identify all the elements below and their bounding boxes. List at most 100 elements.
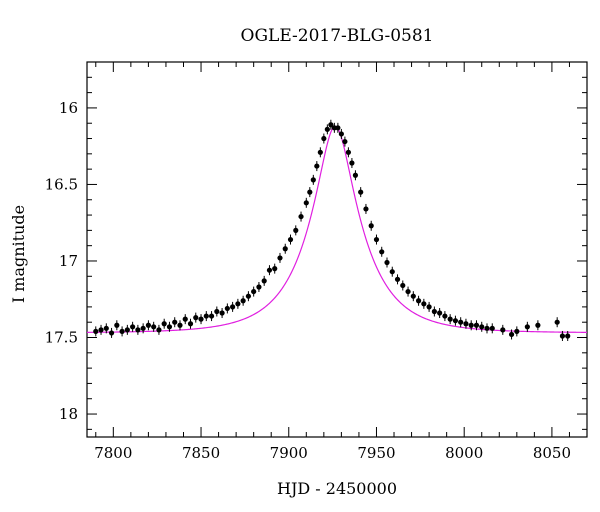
data-point [484,323,490,334]
data-marker [421,301,427,307]
data-marker [203,313,209,319]
data-marker [166,324,173,330]
data-point [473,320,480,331]
model-fit-curve [86,125,587,333]
data-marker [293,227,299,233]
data-point [410,291,416,302]
x-tick-label: 8000 [445,444,483,462]
data-marker [219,310,225,316]
data-marker [161,321,167,327]
data-marker [349,160,355,166]
y-tick-label: 18 [59,405,78,423]
data-marker [394,276,401,282]
data-point [389,266,395,277]
data-point [559,330,566,341]
data-point [182,314,188,325]
data-point [431,306,437,317]
data-marker [405,288,411,295]
data-marker [172,319,178,325]
data-point [363,203,369,214]
data-point [458,317,464,328]
data-marker [240,298,246,304]
data-marker [182,316,188,322]
data-marker [103,325,109,331]
data-point [321,133,327,144]
data-marker [452,318,459,324]
data-point [352,170,359,181]
data-marker [224,305,230,312]
chart-title: OGLE-2017-BLG-0581 [241,26,434,46]
data-marker [298,213,304,220]
y-axis-label: I magnitude [9,205,28,303]
data-marker [524,324,530,330]
data-marker [140,325,146,331]
data-marker [458,319,464,325]
y-tick-label: 17 [59,252,78,270]
data-marker [479,324,485,330]
data-point [130,321,136,332]
data-point [156,324,162,335]
data-marker [373,236,380,243]
y-tick-label: 17.5 [45,329,78,347]
y-tick-label: 16.5 [45,175,78,193]
data-marker [98,327,104,333]
data-marker [463,321,469,327]
data-point [240,295,246,306]
data-point [421,298,427,309]
data-marker [307,189,313,195]
data-marker [500,327,506,333]
data-marker [230,304,236,310]
data-marker [345,149,352,155]
data-marker [379,249,385,255]
data-point [219,308,225,319]
data-point [400,280,406,291]
data-point [384,257,390,268]
data-marker [447,316,453,322]
data-marker [565,333,571,339]
data-marker [151,324,157,330]
data-marker [156,327,162,333]
data-point [266,265,273,276]
data-marker [214,308,220,315]
x-tick-label: 7900 [270,444,308,462]
data-point [256,282,262,292]
data-point [282,243,288,254]
plot-frame [86,61,588,438]
data-marker [484,325,490,331]
data-point [193,312,199,323]
data-marker [324,126,330,132]
data-marker [193,315,199,321]
data-point [447,314,453,325]
data-point [293,225,299,236]
data-marker [559,333,566,339]
x-tick-label: 7950 [357,444,395,462]
data-point [303,197,309,208]
data-point [114,320,120,331]
data-point [358,187,364,198]
axis-tick-labels: 7800 7850 7900 7950 8000 8050 16 16.5 17 17.5 18 [45,99,571,462]
data-point [208,311,215,322]
data-marker [272,266,278,272]
data-marker [363,206,369,212]
data-marker [245,293,252,299]
data-marker [473,322,480,328]
data-point [489,323,495,334]
data-point [161,318,167,329]
data-point [335,122,341,133]
data-point [508,329,515,340]
data-marker [256,284,262,290]
data-point [140,323,146,334]
data-point [468,320,474,331]
data-point [198,314,204,325]
data-marker [468,322,474,328]
data-point [368,220,374,231]
data-marker [130,324,136,330]
data-marker [535,322,541,328]
data-point [373,234,380,245]
data-marker [119,328,125,334]
data-point [565,330,571,341]
axis-ticks [87,61,588,437]
data-marker [431,308,437,315]
data-point [166,321,173,332]
data-marker [554,319,560,325]
